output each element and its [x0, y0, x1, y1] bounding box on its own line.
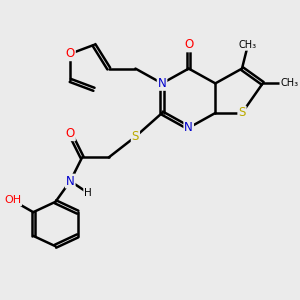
Text: N: N	[158, 77, 167, 90]
Text: N: N	[184, 121, 193, 134]
Text: O: O	[66, 127, 75, 140]
Text: O: O	[66, 47, 75, 60]
Text: S: S	[132, 130, 139, 143]
Text: H: H	[84, 188, 92, 198]
Text: N: N	[66, 175, 75, 188]
Text: O: O	[184, 38, 193, 51]
Text: CH₃: CH₃	[280, 78, 298, 88]
Text: CH₃: CH₃	[239, 40, 257, 50]
Text: S: S	[238, 106, 246, 119]
Text: OH: OH	[4, 195, 21, 205]
